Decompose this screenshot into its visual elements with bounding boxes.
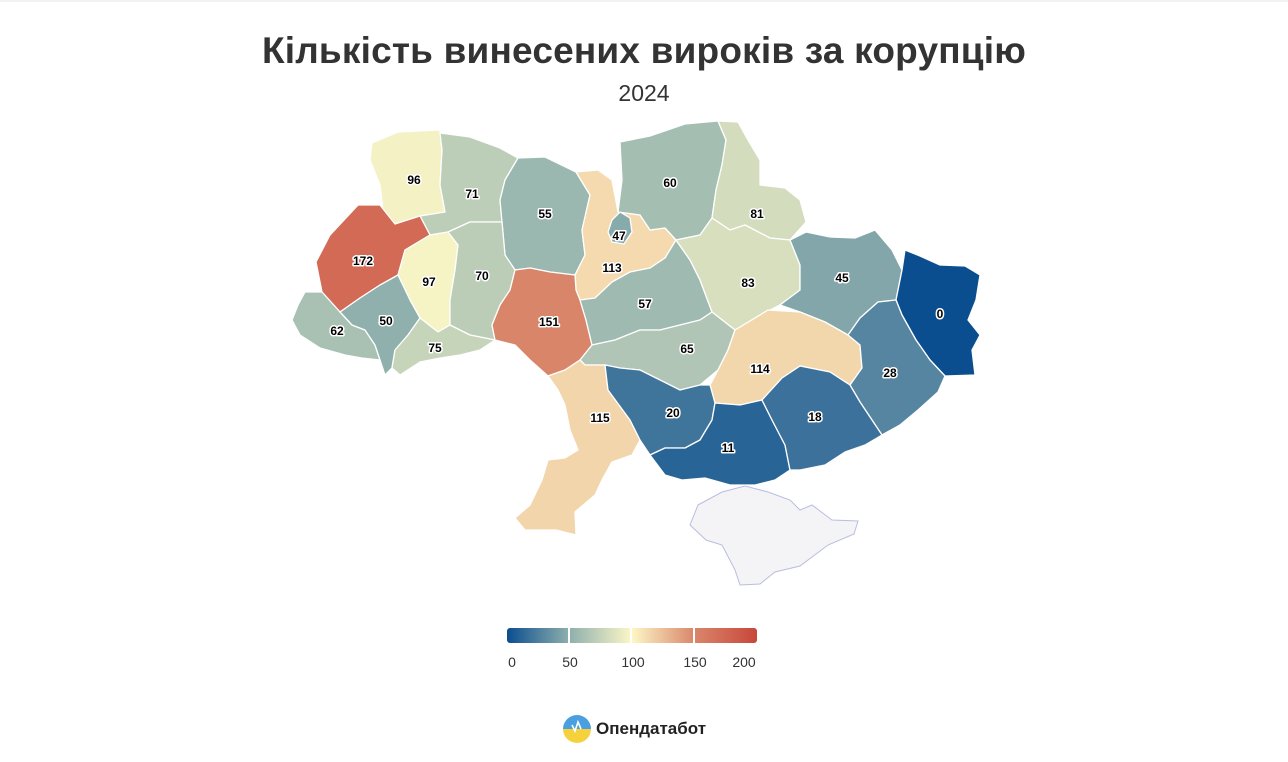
value-label-mykolaiv: 20	[666, 406, 680, 420]
value-label-ternopil: 97	[422, 275, 436, 289]
value-label-kirovohrad: 65	[680, 342, 694, 356]
region-chernivtsi[interactable]	[391, 317, 496, 376]
value-label-zakarpattia: 62	[330, 324, 344, 338]
value-label-kherson: 11	[722, 441, 735, 455]
legend-label-150: 150	[683, 654, 707, 670]
legend-tick-50	[568, 628, 570, 643]
brand-name: Опендатабот	[596, 719, 707, 738]
value-label-cherkasy: 57	[638, 297, 652, 311]
value-label-donetsk: 28	[883, 366, 897, 380]
value-label-khmelnytskyi: 70	[475, 269, 489, 283]
value-label-vinnytsia: 151	[539, 315, 559, 329]
map-subtitle: 2024	[618, 80, 670, 106]
regions-layer	[291, 120, 981, 536]
value-label-ivano-frankivsk: 50	[379, 314, 393, 328]
color-scale-legend	[507, 628, 757, 643]
value-label-poltava: 83	[741, 276, 755, 290]
value-labels: 96 71 55 113 47 60 81 172 97 70 151 57 83 45 0 62 50 75 65…	[329, 172, 945, 457]
legend-label-100: 100	[621, 654, 645, 670]
value-label-zhytomyr: 55	[538, 207, 552, 221]
value-label-sumy: 81	[750, 207, 764, 221]
value-label-volyn: 96	[407, 173, 421, 187]
legend-label-min: 0	[508, 654, 516, 670]
opendatabot-logo-icon	[563, 715, 591, 743]
value-label-lviv: 172	[353, 254, 373, 268]
value-label-chernihiv: 60	[663, 176, 677, 190]
legend-label-max: 200	[732, 654, 756, 670]
region-sumy[interactable]	[711, 120, 807, 241]
legend-tick-150	[693, 628, 695, 643]
value-label-rivne: 71	[465, 187, 479, 201]
value-label-kyiv-city: 47	[612, 229, 626, 243]
value-label-odesa: 115	[590, 411, 610, 425]
map-title: Кількість винесених вироків за корупцію	[261, 30, 1027, 71]
brand-attribution: Опендатабот	[563, 714, 706, 744]
top-border	[0, 0, 1288, 2]
region-crimea	[689, 485, 859, 586]
region-zaporizhzhia[interactable]	[761, 365, 883, 471]
value-label-zaporizhzhia: 18	[808, 410, 822, 424]
region-donetsk[interactable]	[847, 299, 946, 436]
value-label-luhansk: 0	[937, 307, 944, 321]
value-label-kyiv-oblast: 113	[602, 261, 622, 275]
value-label-kharkiv: 45	[835, 271, 849, 285]
value-label-chernivtsi: 75	[428, 341, 442, 355]
legend-tick-100	[630, 628, 632, 643]
value-label-dnipropetrovsk: 114	[750, 362, 770, 376]
legend-label-50: 50	[562, 654, 578, 670]
